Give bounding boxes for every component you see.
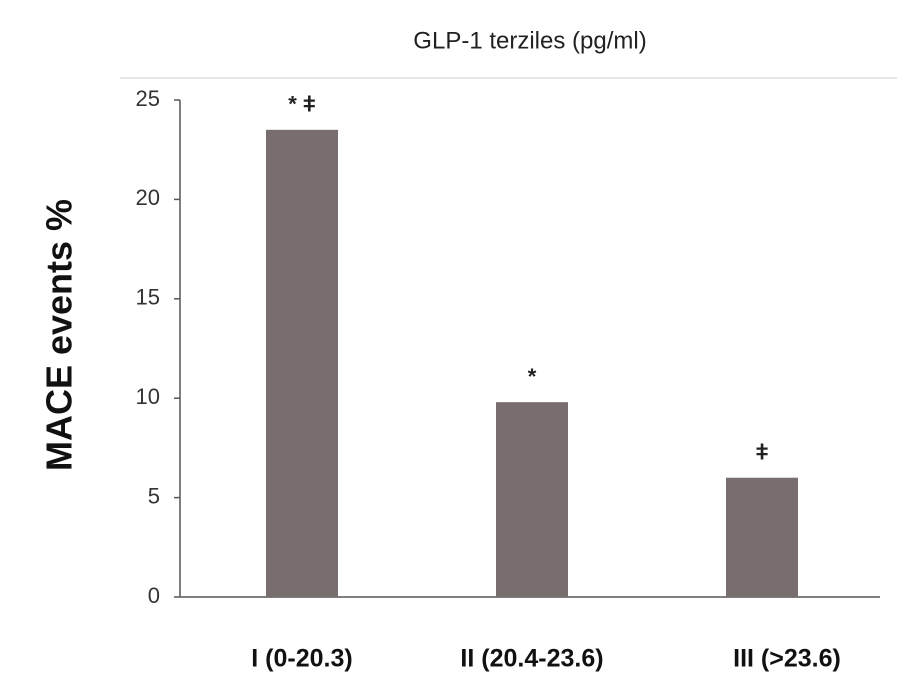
y-tick-label: 25: [136, 86, 160, 111]
x-tick-label: II (20.4-23.6): [460, 645, 603, 673]
bar-annotation: ǂ: [756, 440, 769, 465]
y-tick-label: 0: [148, 583, 160, 608]
bar-annotation: *: [528, 364, 537, 389]
y-tick-label: 15: [136, 285, 160, 310]
bar-annotation: * ǂ: [288, 92, 316, 117]
bar: [726, 477, 798, 597]
y-tick-label: 5: [148, 483, 160, 508]
y-axis-label: MACE events %: [39, 199, 80, 471]
x-tick-label: III (>23.6): [733, 645, 841, 673]
chart-title: GLP-1 terziles (pg/ml): [413, 27, 646, 54]
x-tick-label: I (0-20.3): [251, 645, 352, 673]
y-tick-label: 20: [136, 185, 160, 210]
bar: [496, 402, 568, 597]
bar: [266, 129, 338, 597]
y-tick-label: 10: [136, 384, 160, 409]
